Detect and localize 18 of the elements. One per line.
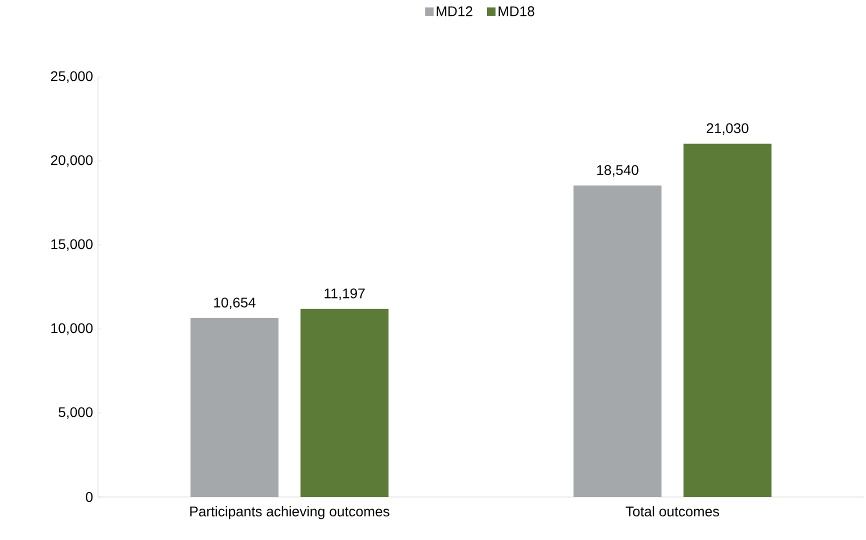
data-label: 21,030 [706, 123, 748, 135]
x-tick-label: Participants achieving outcomes [190, 506, 390, 520]
data-label: 11,197 [324, 288, 365, 300]
y-tick-label: 15,000 [51, 239, 93, 251]
y-tick-label: 0 [86, 492, 93, 502]
legend-label: MD12 [436, 6, 472, 16]
bar [684, 144, 772, 497]
data-label: 18,540 [597, 165, 638, 177]
bar [574, 186, 662, 497]
y-tick-label: 20,000 [51, 155, 93, 167]
bar [300, 308, 389, 497]
y-tick-label: 10,000 [51, 323, 93, 335]
x-tick-label: Total outcomes [626, 506, 720, 516]
y-tick-label: 25,000 [51, 71, 93, 83]
bar [190, 318, 279, 497]
y-tick-label: 5,000 [58, 407, 93, 419]
data-label: 10,654 [214, 298, 256, 310]
legend-label: MD18 [498, 6, 534, 16]
